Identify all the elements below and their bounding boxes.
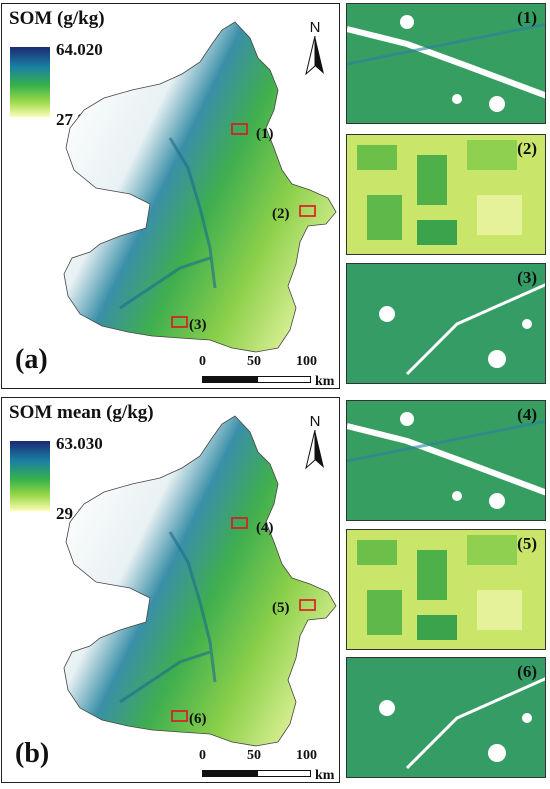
thumbnail-label: (6) (517, 662, 537, 681)
site-box-1 (231, 123, 248, 135)
scale-tick-100: 100 (296, 748, 317, 763)
zoom-thumbnail-2: (2) (346, 134, 546, 255)
study-area-map: (1) (2) (3) (63, 21, 337, 353)
north-label: N (310, 19, 321, 36)
site-box-6 (171, 710, 188, 722)
panel-label: (b) (15, 738, 50, 769)
legend-max-value: 64.020 (56, 40, 103, 59)
site-label-5: (5) (272, 600, 290, 616)
map-panel-a: SOM (g/kg) 64.020 27.810 (1) (2) (3) N (… (1, 3, 340, 389)
thumbnail-image (347, 530, 545, 649)
scale-tick-100: 100 (296, 354, 317, 369)
panel-label: (a) (15, 344, 48, 375)
site-box-5 (299, 599, 316, 611)
site-label-2: (2) (272, 206, 290, 222)
thumbnail-label: (2) (517, 139, 537, 158)
site-box-2 (299, 205, 316, 217)
region-outline (63, 21, 337, 353)
thumbnail-image (347, 401, 545, 520)
north-arrow-icon: N (305, 19, 324, 76)
legend-color-ramp (10, 441, 50, 511)
north-label: N (310, 413, 321, 430)
zoom-thumbnail-3: (3) (346, 263, 546, 384)
thumbnail-label: (3) (517, 268, 537, 287)
thumbnail-image (347, 4, 545, 123)
panel-title: SOM (g/kg) (9, 8, 105, 29)
scale-tick-50: 50 (247, 748, 261, 763)
scale-unit: km (315, 374, 335, 389)
thumbnail-image (347, 264, 545, 383)
zoom-thumbnail-6: (6) (346, 657, 546, 778)
thumbnail-label: (1) (517, 8, 537, 27)
site-box-4 (231, 517, 248, 529)
scale-tick-50: 50 (247, 354, 261, 369)
thumbnail-image (347, 135, 545, 254)
thumbnail-label: (5) (517, 534, 537, 553)
scale-unit: km (315, 768, 335, 783)
site-box-3 (171, 316, 188, 328)
scale-tick-0: 0 (199, 748, 206, 763)
thumbnail-label: (4) (517, 405, 537, 424)
zoom-thumbnail-5: (5) (346, 529, 546, 650)
scale-tick-0: 0 (199, 354, 206, 369)
site-label-3: (3) (189, 317, 207, 333)
region-outline (63, 415, 337, 747)
thumbnail-image (347, 658, 545, 777)
site-label-4: (4) (256, 520, 274, 536)
zoom-thumbnail-1: (1) (346, 3, 546, 124)
study-area-map: (4) (5) (6) (63, 415, 337, 747)
legend-color-ramp (10, 47, 50, 117)
map-panel-b: SOM mean (g/kg) 63.030 29.120 (4) (5) (6… (1, 397, 340, 783)
legend-max-value: 63.030 (56, 434, 103, 453)
site-label-1: (1) (256, 126, 274, 142)
site-label-6: (6) (189, 711, 207, 727)
panel-title: SOM mean (g/kg) (9, 402, 154, 423)
zoom-thumbnail-4: (4) (346, 400, 546, 521)
north-arrow-icon: N (305, 413, 324, 470)
